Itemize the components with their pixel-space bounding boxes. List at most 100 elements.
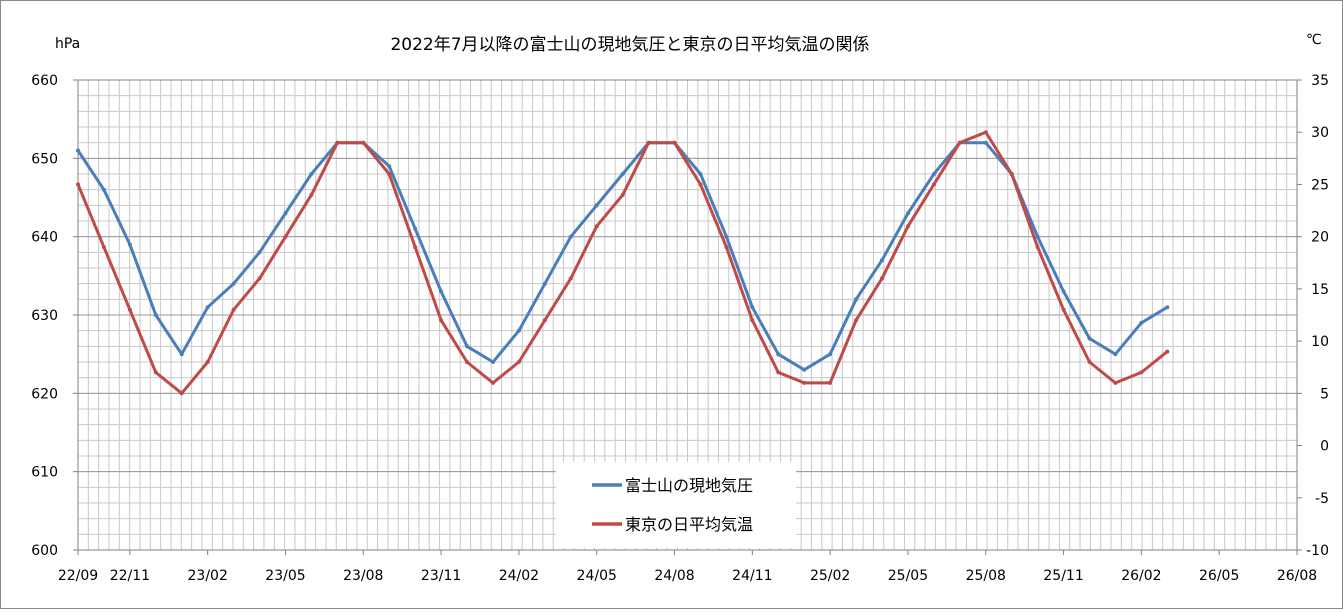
data-point-pressure [698,172,703,176]
data-point-temperature [1035,245,1040,250]
data-point-temperature [335,140,340,145]
data-point-temperature [724,245,729,250]
x-tick-label: 22/11 [110,568,150,584]
x-tick-label: 25/08 [966,568,1006,584]
legend-label-pressure: 富士山の現地気圧 [625,476,753,495]
left-axis-unit: hPa [55,36,80,52]
data-point-temperature [1113,380,1118,385]
data-point-temperature [413,245,418,250]
data-point-pressure [1087,336,1092,341]
left-tick-label: 600 [31,543,58,559]
data-point-pressure [127,242,132,247]
data-point-temperature [750,318,755,323]
data-point-pressure [1165,305,1170,310]
x-tick-label: 26/02 [1121,568,1161,584]
data-point-pressure [931,172,936,176]
data-point-temperature [906,224,910,229]
x-tick-label: 25/11 [1043,568,1083,584]
data-point-temperature [931,182,936,187]
data-point-pressure [413,226,418,231]
data-point-temperature [387,172,392,176]
x-tick-label: 24/11 [732,568,772,584]
data-point-pressure [257,250,262,255]
data-point-pressure [776,352,781,357]
x-tick-label: 24/02 [499,568,539,584]
data-point-temperature [101,245,106,250]
legend: 富士山の現地気圧 東京の日平均気温 [556,462,796,548]
left-tick-label: 610 [31,465,58,481]
data-point-pressure [516,328,521,333]
right-tick-label: 25 [1311,177,1329,193]
data-point-pressure [620,172,625,176]
data-point-pressure [983,140,988,145]
data-point-temperature [957,140,962,145]
data-point-temperature [1061,307,1066,312]
data-point-pressure [802,367,807,372]
right-tick-label: 10 [1311,334,1329,350]
data-point-pressure [439,289,444,294]
data-point-temperature [491,380,495,385]
data-point-temperature [179,391,184,396]
data-point-temperature [983,130,988,135]
data-point-temperature [205,360,210,364]
right-tick-label: -10 [1306,543,1329,559]
data-point-temperature [542,318,547,323]
data-point-pressure [101,187,106,192]
data-point-pressure [309,172,314,176]
data-point-temperature [620,192,625,197]
data-point-pressure [828,352,833,357]
data-point-pressure [906,211,910,216]
data-point-temperature [594,224,599,229]
x-tick-label: 23/05 [265,568,305,584]
data-point-temperature [828,380,833,385]
data-point-temperature [776,370,781,375]
data-point-pressure [724,234,729,239]
data-point-pressure [854,297,859,302]
legend-label-temperature: 東京の日平均気温 [625,515,753,534]
data-point-temperature [439,318,444,323]
chart-title: 2022年7月以降の富士山の現地気圧と東京の日平均気温の関係 [390,35,869,55]
data-point-temperature [516,360,521,364]
data-point-pressure [231,281,236,286]
data-point-pressure [153,313,158,317]
data-point-pressure [179,352,184,357]
data-point-pressure [594,203,599,208]
data-point-temperature [127,307,132,312]
data-point-pressure [283,211,288,216]
data-point-temperature [1009,172,1014,176]
data-point-temperature [76,182,80,187]
data-point-pressure [1061,289,1066,294]
data-point-temperature [568,276,573,281]
data-point-temperature [854,318,859,323]
data-point-temperature [1087,360,1092,364]
x-axis-ticks: 22/09 22/11 23/02 23/05 23/08 23/11 24/02 24/05… [58,550,1317,584]
right-tick-label: 20 [1311,230,1329,246]
data-point-pressure [880,258,884,263]
data-point-pressure [387,164,392,169]
right-tick-label: 15 [1311,282,1329,298]
x-tick-label: 26/05 [1199,568,1239,584]
data-point-pressure [1035,234,1040,239]
data-point-temperature [646,140,651,145]
data-point-pressure [205,305,210,310]
right-tick-label: -5 [1315,491,1329,507]
left-tick-label: 630 [31,308,58,324]
right-axis-unit: ℃ [1306,32,1322,48]
right-tick-label: 35 [1311,73,1329,89]
data-point-temperature [1139,370,1144,375]
right-axis-ticks: -10 -5 0 5 10 15 20 25 30 35 [1297,73,1329,559]
x-tick-label: 25/02 [810,568,850,584]
data-point-temperature [309,192,314,197]
data-point-temperature [283,234,288,239]
data-point-pressure [542,281,547,286]
left-tick-label: 620 [31,386,58,402]
x-tick-label: 23/08 [343,568,383,584]
data-point-pressure [1139,320,1144,325]
data-point-pressure [491,360,495,364]
data-point-temperature [153,370,158,375]
x-tick-label: 25/05 [888,568,928,584]
data-point-temperature [257,276,262,281]
data-point-pressure [465,344,469,349]
